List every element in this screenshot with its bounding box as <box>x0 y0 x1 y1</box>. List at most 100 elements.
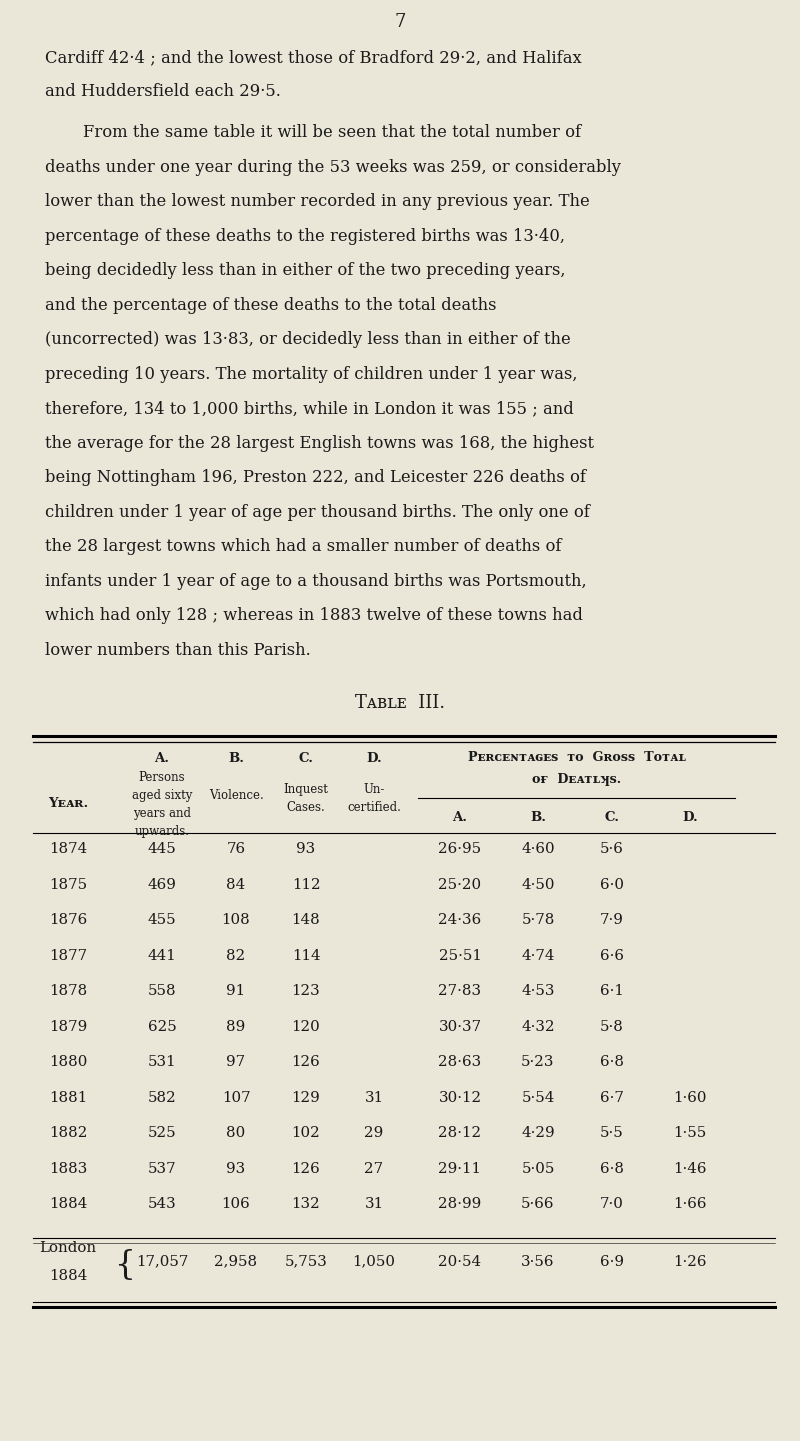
Text: lower than the lowest number recorded in any previous year. The: lower than the lowest number recorded in… <box>45 193 590 210</box>
Text: B.: B. <box>530 810 546 823</box>
Text: 1880: 1880 <box>49 1055 87 1069</box>
Text: D.: D. <box>682 810 698 823</box>
Text: }: } <box>106 1245 128 1278</box>
Text: 1876: 1876 <box>49 914 87 927</box>
Text: 25·51: 25·51 <box>438 948 482 963</box>
Text: 26·95: 26·95 <box>438 842 482 856</box>
Text: 17,057: 17,057 <box>136 1255 188 1268</box>
Text: 132: 132 <box>292 1197 320 1210</box>
Text: 5·5: 5·5 <box>600 1125 624 1140</box>
Text: A.: A. <box>453 810 467 823</box>
Text: 469: 469 <box>147 878 177 892</box>
Text: Un-: Un- <box>363 782 385 795</box>
Text: 126: 126 <box>292 1161 320 1176</box>
Text: 537: 537 <box>148 1161 176 1176</box>
Text: 7·0: 7·0 <box>600 1197 624 1210</box>
Text: 93: 93 <box>296 842 316 856</box>
Text: children under 1 year of age per thousand births. The only one of: children under 1 year of age per thousan… <box>45 503 590 520</box>
Text: 4·32: 4·32 <box>521 1019 555 1033</box>
Text: 102: 102 <box>292 1125 320 1140</box>
Text: 7: 7 <box>394 13 406 32</box>
Text: 126: 126 <box>292 1055 320 1069</box>
Text: 4·50: 4·50 <box>522 878 554 892</box>
Text: 20·54: 20·54 <box>438 1255 482 1268</box>
Text: the 28 largest towns which had a smaller number of deaths of: the 28 largest towns which had a smaller… <box>45 537 562 555</box>
Text: 148: 148 <box>292 914 320 927</box>
Text: London: London <box>39 1241 97 1255</box>
Text: being Nottingham 196, Preston 222, and Leicester 226 deaths of: being Nottingham 196, Preston 222, and L… <box>45 468 586 486</box>
Text: years and: years and <box>133 807 191 820</box>
Text: 625: 625 <box>148 1019 176 1033</box>
Text: therefore, 134 to 1,000 births, while in London it was 155 ; and: therefore, 134 to 1,000 births, while in… <box>45 401 574 416</box>
Text: 1·55: 1·55 <box>674 1125 706 1140</box>
Text: 76: 76 <box>226 842 246 856</box>
Text: (uncorrected) was 13·83, or decidedly less than in either of the: (uncorrected) was 13·83, or decidedly le… <box>45 331 570 347</box>
Text: infants under 1 year of age to a thousand births was Portsmouth,: infants under 1 year of age to a thousan… <box>45 572 586 589</box>
Text: 123: 123 <box>292 984 320 999</box>
Text: 525: 525 <box>148 1125 176 1140</box>
Text: 1878: 1878 <box>49 984 87 999</box>
Text: 2,958: 2,958 <box>214 1255 258 1268</box>
Text: 543: 543 <box>148 1197 176 1210</box>
Text: percentage of these deaths to the registered births was 13·40,: percentage of these deaths to the regist… <box>45 228 565 245</box>
Text: 1884: 1884 <box>49 1197 87 1210</box>
Text: 4·74: 4·74 <box>522 948 554 963</box>
Text: 4·29: 4·29 <box>521 1125 555 1140</box>
Text: 25·20: 25·20 <box>438 878 482 892</box>
Text: A.: A. <box>154 752 170 765</box>
Text: 1,050: 1,050 <box>353 1255 395 1268</box>
Text: 558: 558 <box>148 984 176 999</box>
Text: Tᴀʙʟᴇ  III.: Tᴀʙʟᴇ III. <box>355 695 445 712</box>
Text: 1·66: 1·66 <box>674 1197 706 1210</box>
Text: 5·23: 5·23 <box>522 1055 554 1069</box>
Text: 30·12: 30·12 <box>438 1091 482 1104</box>
Text: 29: 29 <box>364 1125 384 1140</box>
Text: 108: 108 <box>222 914 250 927</box>
Text: 6·1: 6·1 <box>600 984 624 999</box>
Text: 82: 82 <box>226 948 246 963</box>
Text: 31: 31 <box>365 1091 383 1104</box>
Text: C.: C. <box>298 752 314 765</box>
Text: lower numbers than this Parish.: lower numbers than this Parish. <box>45 641 310 659</box>
Text: 4·53: 4·53 <box>522 984 554 999</box>
Text: 5·78: 5·78 <box>522 914 554 927</box>
Text: 28·99: 28·99 <box>438 1197 482 1210</box>
Text: From the same table it will be seen that the total number of: From the same table it will be seen that… <box>83 124 581 141</box>
Text: 3·56: 3·56 <box>522 1255 554 1268</box>
Text: 80: 80 <box>226 1125 246 1140</box>
Text: which had only 128 ; whereas in 1883 twelve of these towns had: which had only 128 ; whereas in 1883 twe… <box>45 607 583 624</box>
Text: Yᴇᴀʀ.: Yᴇᴀʀ. <box>48 797 88 810</box>
Text: 5·54: 5·54 <box>522 1091 554 1104</box>
Text: 5·8: 5·8 <box>600 1019 624 1033</box>
Text: 91: 91 <box>226 984 246 999</box>
Text: 1882: 1882 <box>49 1125 87 1140</box>
Text: upwards.: upwards. <box>134 826 190 839</box>
Text: 107: 107 <box>222 1091 250 1104</box>
Text: 5,753: 5,753 <box>285 1255 327 1268</box>
Text: aged sixty: aged sixty <box>132 790 192 803</box>
Text: 89: 89 <box>226 1019 246 1033</box>
Text: being decidedly less than in either of the two preceding years,: being decidedly less than in either of t… <box>45 262 566 280</box>
Text: 455: 455 <box>148 914 176 927</box>
Text: 1875: 1875 <box>49 878 87 892</box>
Text: 5·66: 5·66 <box>522 1197 554 1210</box>
Text: 30·37: 30·37 <box>438 1019 482 1033</box>
Text: and Huddersfield each 29·5.: and Huddersfield each 29·5. <box>45 84 281 101</box>
Text: 93: 93 <box>226 1161 246 1176</box>
Text: 582: 582 <box>148 1091 176 1104</box>
Text: 6·9: 6·9 <box>600 1255 624 1268</box>
Text: 531: 531 <box>148 1055 176 1069</box>
Text: Violence.: Violence. <box>209 788 263 801</box>
Text: 1881: 1881 <box>49 1091 87 1104</box>
Text: 84: 84 <box>226 878 246 892</box>
Text: 7·9: 7·9 <box>600 914 624 927</box>
Text: deaths under one year during the 53 weeks was 259, or considerably: deaths under one year during the 53 week… <box>45 159 621 176</box>
Text: 1·46: 1·46 <box>674 1161 706 1176</box>
Text: preceding 10 years. The mortality of children under 1 year was,: preceding 10 years. The mortality of chi… <box>45 366 578 382</box>
Text: C.: C. <box>605 810 619 823</box>
Text: certified.: certified. <box>347 801 401 814</box>
Text: 129: 129 <box>292 1091 320 1104</box>
Text: Cardiff 42·4 ; and the lowest those of Bradford 29·2, and Halifax: Cardiff 42·4 ; and the lowest those of B… <box>45 49 582 66</box>
Text: the average for the 28 largest English towns was 168, the highest: the average for the 28 largest English t… <box>45 435 594 451</box>
Text: and the percentage of these deaths to the total deaths: and the percentage of these deaths to th… <box>45 297 497 314</box>
